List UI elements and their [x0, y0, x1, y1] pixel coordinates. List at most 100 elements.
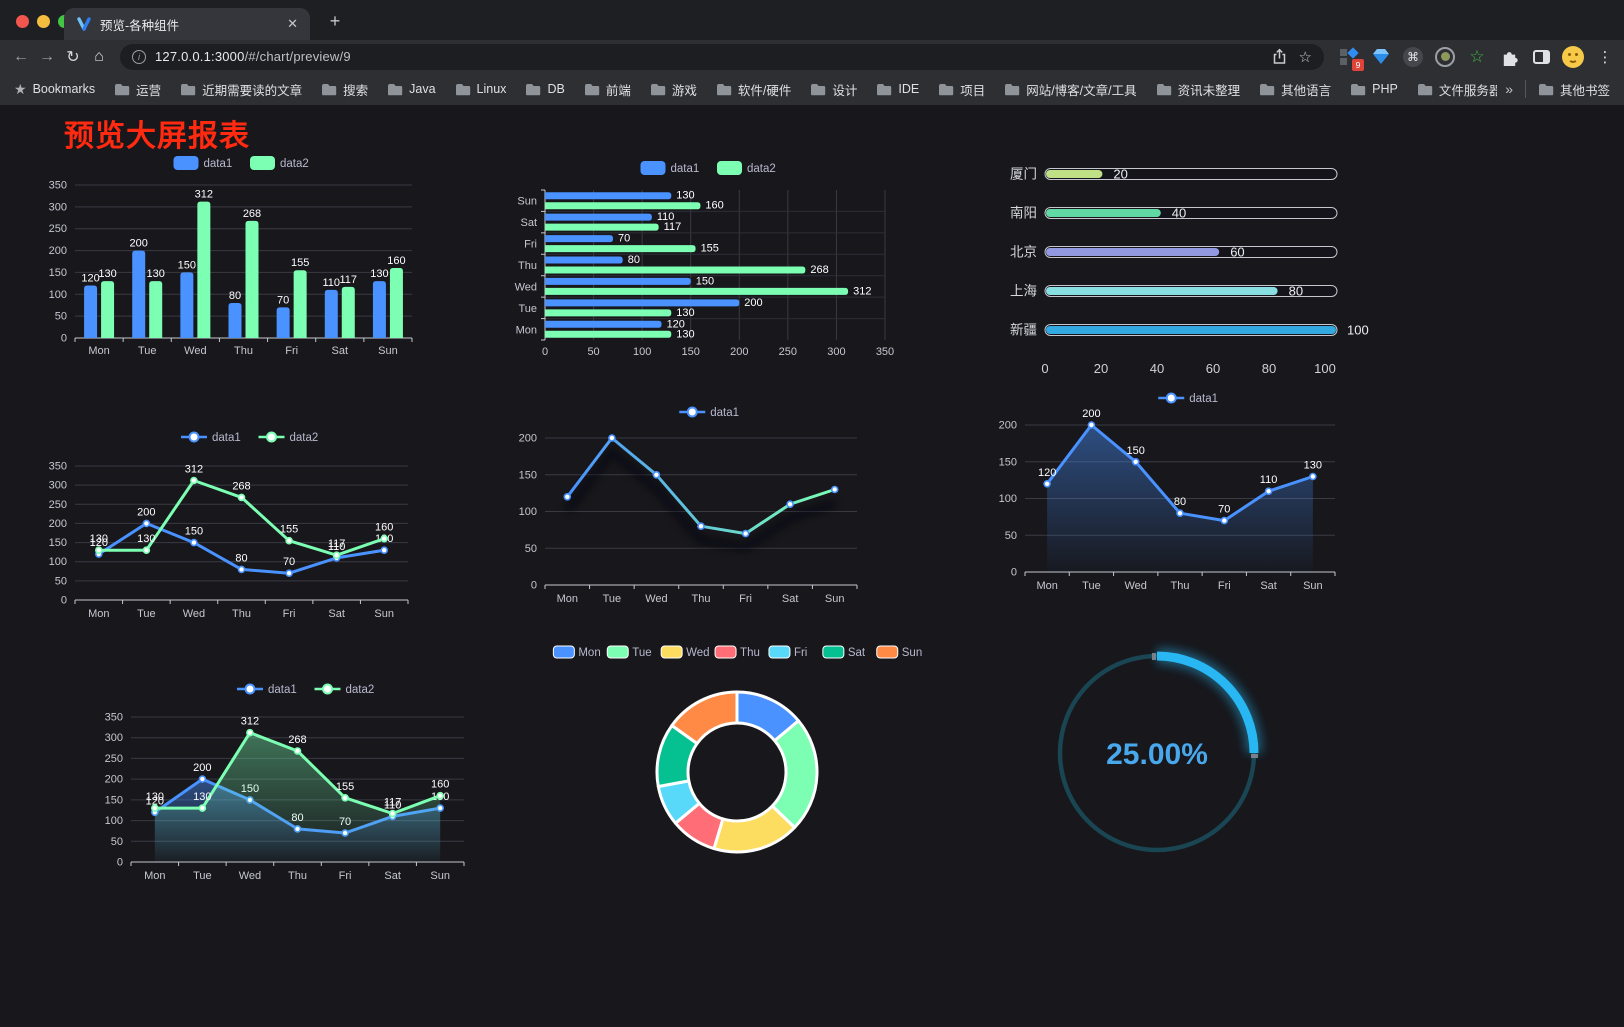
- svg-text:0: 0: [542, 346, 548, 358]
- svg-text:Fri: Fri: [285, 345, 298, 357]
- bookmarks-bar: ★ Bookmarks 运营 近期需要读的文章 搜索 Java Linux DB 前端 游戏 软件/…: [0, 73, 1624, 105]
- svg-text:300: 300: [49, 201, 67, 213]
- svg-text:80: 80: [229, 290, 241, 302]
- bookmark-folder[interactable]: Java: [387, 82, 436, 96]
- svg-text:130: 130: [676, 190, 694, 202]
- bookmarks-overflow-chevron[interactable]: »: [1505, 81, 1513, 97]
- svg-text:Thu: Thu: [1171, 580, 1190, 592]
- folder-icon: [322, 83, 337, 95]
- bookmark-folder[interactable]: DB: [525, 82, 565, 96]
- tab-strip: 预览-各种组件 ✕ +: [0, 0, 1624, 40]
- extension-record-icon[interactable]: [1434, 46, 1456, 68]
- back-icon[interactable]: ←: [13, 47, 29, 65]
- bookmark-folder[interactable]: Linux: [455, 82, 506, 96]
- page-title: 预览大屏报表: [64, 120, 250, 153]
- bookmarks-root[interactable]: ★ Bookmarks: [14, 80, 96, 97]
- bookmark-folder[interactable]: 游戏: [650, 80, 697, 99]
- extension-switcher-icon[interactable]: 9: [1338, 46, 1364, 71]
- svg-text:200: 200: [105, 774, 123, 786]
- bookmark-folder[interactable]: IDE: [876, 82, 919, 96]
- minimize-window-icon[interactable]: [37, 15, 50, 28]
- bookmark-folder[interactable]: 近期需要读的文章: [180, 80, 302, 99]
- close-window-icon[interactable]: [16, 15, 29, 28]
- svg-text:312: 312: [185, 464, 203, 476]
- extension-gem-icon[interactable]: [1370, 46, 1392, 68]
- bookmark-folder[interactable]: 网站/博客/文章/工具: [1004, 80, 1137, 99]
- bookmark-folder[interactable]: 资讯未整理: [1156, 80, 1240, 99]
- svg-text:Fri: Fri: [524, 239, 537, 251]
- browser-tab[interactable]: 预览-各种组件 ✕: [64, 8, 310, 40]
- new-tab-button[interactable]: +: [329, 10, 341, 31]
- svg-text:Thu: Thu: [288, 870, 307, 882]
- svg-text:厦门: 厦门: [1010, 167, 1037, 182]
- line_dual-svg: 0 50 100 150 200 250 300 350 Mon Tue Wed Thu Fri Sat S…: [49, 431, 409, 620]
- svg-text:160: 160: [705, 200, 723, 212]
- svg-text:Mon: Mon: [1036, 580, 1057, 592]
- extension-badge: 9: [1352, 58, 1364, 71]
- forward-icon[interactable]: →: [39, 47, 55, 65]
- svg-text:Tue: Tue: [518, 303, 537, 315]
- svg-text:Mon: Mon: [578, 647, 600, 659]
- svg-text:350: 350: [49, 180, 67, 192]
- other-bookmarks[interactable]: 其他书签: [1538, 80, 1610, 99]
- svg-text:250: 250: [779, 346, 797, 358]
- svg-text:155: 155: [280, 524, 298, 536]
- svg-text:150: 150: [178, 259, 196, 271]
- bookmark-folder[interactable]: 其他语言: [1259, 80, 1331, 99]
- svg-text:110: 110: [328, 541, 346, 553]
- reload-icon[interactable]: ↻: [66, 48, 80, 66]
- svg-text:南阳: 南阳: [1010, 206, 1037, 221]
- svg-text:350: 350: [105, 712, 123, 724]
- svg-text:data2: data2: [280, 158, 309, 170]
- bookmark-folder[interactable]: 软件/硬件: [716, 80, 791, 99]
- svg-text:0: 0: [1041, 361, 1048, 376]
- bookmark-star-icon[interactable]: ☆: [1298, 48, 1312, 66]
- tab-close-icon[interactable]: ✕: [287, 16, 298, 31]
- extensions-puzzle-icon[interactable]: [1498, 46, 1520, 68]
- svg-text:Mon: Mon: [557, 593, 578, 605]
- extension-star-icon[interactable]: ☆: [1469, 47, 1485, 66]
- svg-text:Sat: Sat: [384, 870, 401, 882]
- svg-text:20: 20: [1113, 167, 1127, 182]
- svg-text:新疆: 新疆: [1010, 323, 1037, 338]
- bookmark-folder[interactable]: 文件服务器: [1417, 80, 1497, 99]
- profile-avatar[interactable]: [1562, 45, 1584, 68]
- share-icon[interactable]: [1272, 48, 1287, 65]
- bookmark-folder[interactable]: 项目: [938, 80, 985, 99]
- svg-text:70: 70: [277, 294, 289, 306]
- extensions-row: 9 ⌘ ☆ ⋮: [1338, 45, 1616, 71]
- bookmark-folder[interactable]: 运营: [114, 80, 161, 99]
- address-bar[interactable]: i 127.0.0.1:3000/#/chart/preview/9 ☆: [120, 43, 1324, 70]
- bookmark-folder[interactable]: 搜索: [321, 80, 368, 99]
- folder-icon: [584, 83, 600, 95]
- home-icon[interactable]: ⌂: [94, 47, 104, 65]
- svg-text:70: 70: [1218, 504, 1230, 516]
- svg-text:Fri: Fri: [1218, 580, 1231, 592]
- svg-text:160: 160: [387, 255, 405, 267]
- svg-text:100: 100: [633, 346, 651, 358]
- svg-text:Sun: Sun: [517, 196, 537, 208]
- svg-text:110: 110: [323, 277, 341, 289]
- progress-bars-svg: 厦门 20 南阳 40 北京 60 上海 80 新疆 100 0 20 40 60 80 100: [1010, 167, 1369, 377]
- svg-text:data2: data2: [747, 163, 776, 175]
- svg-text:50: 50: [55, 311, 67, 323]
- svg-text:Wed: Wed: [515, 281, 537, 293]
- svg-text:Sun: Sun: [374, 608, 394, 620]
- horizontal-bar-svg: 0 50 100 150 200 250 300 350 Sun Sat Fri Thu Wed Tue M…: [515, 161, 894, 358]
- svg-text:155: 155: [291, 257, 309, 269]
- side-panel-icon[interactable]: [1530, 46, 1552, 68]
- svg-text:Tue: Tue: [137, 608, 156, 620]
- bookmark-folder[interactable]: 前端: [584, 80, 631, 99]
- extension-command-icon[interactable]: ⌘: [1402, 46, 1424, 68]
- browser-menu-icon[interactable]: ⋮: [1597, 48, 1613, 66]
- svg-text:120: 120: [667, 318, 685, 330]
- svg-text:117: 117: [328, 538, 346, 550]
- svg-text:Sat: Sat: [328, 608, 345, 620]
- bookmark-folder[interactable]: 设计: [810, 80, 857, 99]
- page-info-icon[interactable]: i: [132, 49, 146, 64]
- svg-text:40: 40: [1150, 361, 1164, 376]
- bookmark-folder[interactable]: PHP: [1350, 82, 1398, 96]
- url-path: /#/chart/preview/9: [244, 49, 351, 64]
- folder-icon: [877, 83, 892, 95]
- svg-text:25.00%: 25.00%: [1106, 738, 1208, 771]
